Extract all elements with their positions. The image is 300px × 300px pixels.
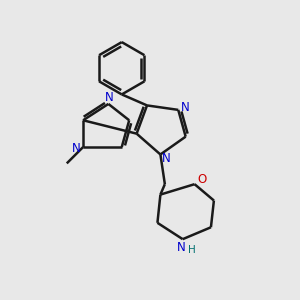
Text: N: N	[181, 101, 190, 114]
Text: H: H	[188, 245, 196, 256]
Text: N: N	[161, 152, 170, 165]
Text: N: N	[177, 241, 186, 254]
Text: O: O	[197, 173, 207, 186]
Text: N: N	[72, 142, 81, 155]
Text: N: N	[105, 91, 113, 104]
